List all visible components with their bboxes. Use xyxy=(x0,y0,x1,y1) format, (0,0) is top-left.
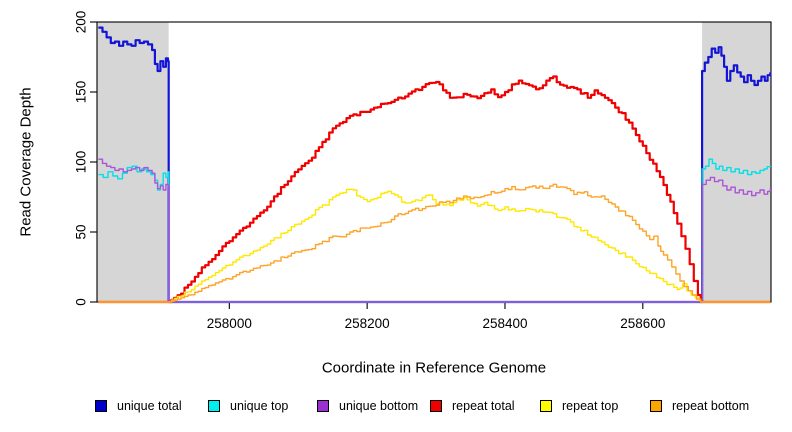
legend-label-repeat-top: repeat top xyxy=(562,399,619,413)
legend-swatch-unique-bottom xyxy=(317,400,329,412)
x-tick-label: 258400 xyxy=(482,316,527,331)
legend-swatch-repeat-bottom xyxy=(650,400,662,412)
coverage-chart: 0 50 100 150 200 258000 258200 258400 258600 xyxy=(74,11,772,331)
series-repeat-top-line xyxy=(98,188,771,303)
legend-label-repeat-bottom: repeat bottom xyxy=(672,399,750,413)
series-unique-bottom-line xyxy=(98,158,771,303)
x-tick-label: 258600 xyxy=(620,316,665,331)
legend-swatch-repeat-top xyxy=(540,400,552,412)
legend-label-repeat-total: repeat total xyxy=(452,399,515,413)
y-tick-label: 200 xyxy=(74,11,89,34)
y-tick-label: 0 xyxy=(74,298,89,306)
legend-item-repeat-top: repeat top xyxy=(540,399,618,413)
legend-swatch-unique-top xyxy=(208,400,220,412)
legend-item-unique-total: unique total xyxy=(95,399,182,413)
x-axis-title: Coordinate in Reference Genome xyxy=(321,359,547,377)
y-tick-label: 150 xyxy=(74,81,89,104)
series-unique-top-line xyxy=(98,158,771,303)
legend-label-unique-top: unique top xyxy=(230,399,289,413)
legend-item-repeat-bottom: repeat bottom xyxy=(650,399,749,413)
legend: unique total unique top unique bottom repea… xyxy=(0,399,792,419)
legend-label-unique-bottom: unique bottom xyxy=(339,399,419,413)
legend-item-repeat-total: repeat total xyxy=(430,399,515,413)
series-repeat-total-line xyxy=(98,75,771,304)
legend-item-unique-bottom: unique bottom xyxy=(317,399,418,413)
legend-swatch-unique-total xyxy=(95,400,107,412)
legend-item-unique-top: unique top xyxy=(208,399,288,413)
x-tick-label: 258000 xyxy=(207,316,252,331)
y-tick-label: 50 xyxy=(74,224,89,239)
legend-label-unique-total: unique total xyxy=(117,399,182,413)
y-axis-title: Read Coverage Depth xyxy=(17,87,35,237)
series-repeat-bottom-line xyxy=(98,183,771,303)
legend-swatch-repeat-total xyxy=(430,400,442,412)
x-tick-label: 258200 xyxy=(345,316,390,331)
series-unique-total-line xyxy=(98,26,772,304)
y-tick-label: 100 xyxy=(74,151,89,174)
